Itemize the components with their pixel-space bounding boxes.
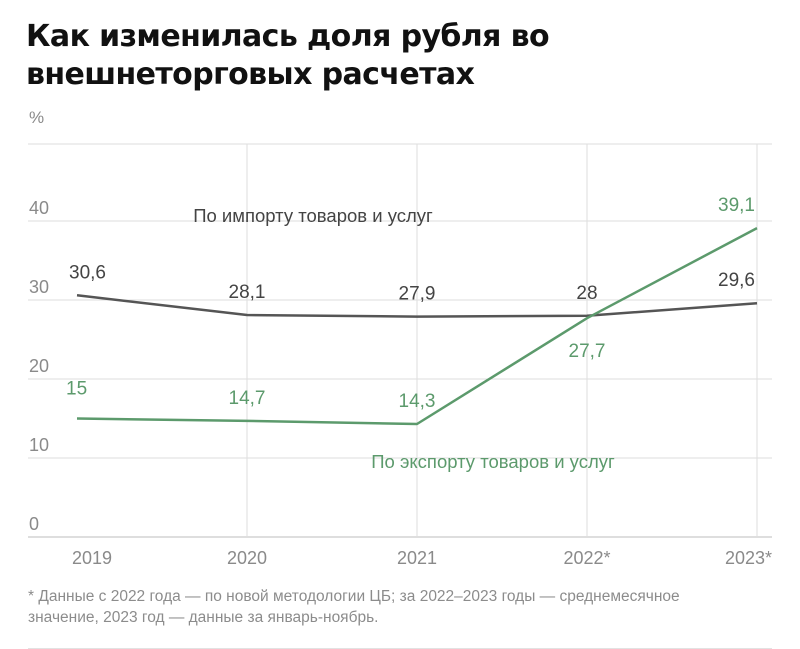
chart-title: Как изменилась доля рубля во внешнеторго…	[26, 19, 550, 92]
export-data-label: 15	[66, 379, 87, 400]
data-labels: 30,6 28,1 27,9 28 29,6 15 14,7 14,3 27,7 39,1	[66, 195, 755, 412]
series-labels: По импорту товаров и услуг По экспорту то…	[193, 205, 615, 472]
import-data-label: 30,6	[69, 262, 106, 283]
line-chart: 0 10 20 30 40 2019 2020 2021 2022* 2023* 30,6 28,…	[28, 143, 772, 568]
import-data-label: 28	[576, 283, 597, 304]
export-series-label: По экспорту товаров и услуг	[371, 451, 615, 472]
y-tick-label: 20	[29, 356, 49, 376]
gridlines	[28, 143, 772, 538]
y-tick-label: 30	[29, 277, 49, 297]
export-data-label: 14,3	[399, 391, 436, 412]
footnote: * Данные с 2022 года — по новой методоло…	[28, 588, 680, 626]
y-unit-label: %	[29, 108, 45, 127]
import-data-label: 29,6	[718, 270, 755, 291]
x-tick-label: 2020	[227, 548, 267, 568]
import-data-label: 27,9	[399, 284, 436, 305]
y-tick-label: 40	[29, 198, 49, 218]
series-lines	[76, 226, 758, 426]
y-tick-label: 0	[29, 514, 39, 534]
import-data-label: 28,1	[229, 282, 266, 303]
x-tick-label: 2023*	[725, 548, 772, 568]
y-tick-labels: 0 10 20 30 40	[29, 198, 49, 534]
export-data-label: 27,7	[569, 341, 606, 362]
import-series-label: По импорту товаров и услуг	[193, 205, 433, 226]
x-tick-label: 2019	[72, 548, 112, 568]
export-series-line	[76, 226, 758, 426]
export-data-label: 39,1	[718, 195, 755, 216]
import-series-line	[76, 294, 758, 318]
x-tick-labels: 2019 2020 2021 2022* 2023*	[72, 548, 772, 568]
export-data-label: 14,7	[229, 388, 266, 409]
x-tick-label: 2022*	[563, 548, 610, 568]
y-tick-label: 10	[29, 435, 49, 455]
x-tick-label: 2021	[397, 548, 437, 568]
